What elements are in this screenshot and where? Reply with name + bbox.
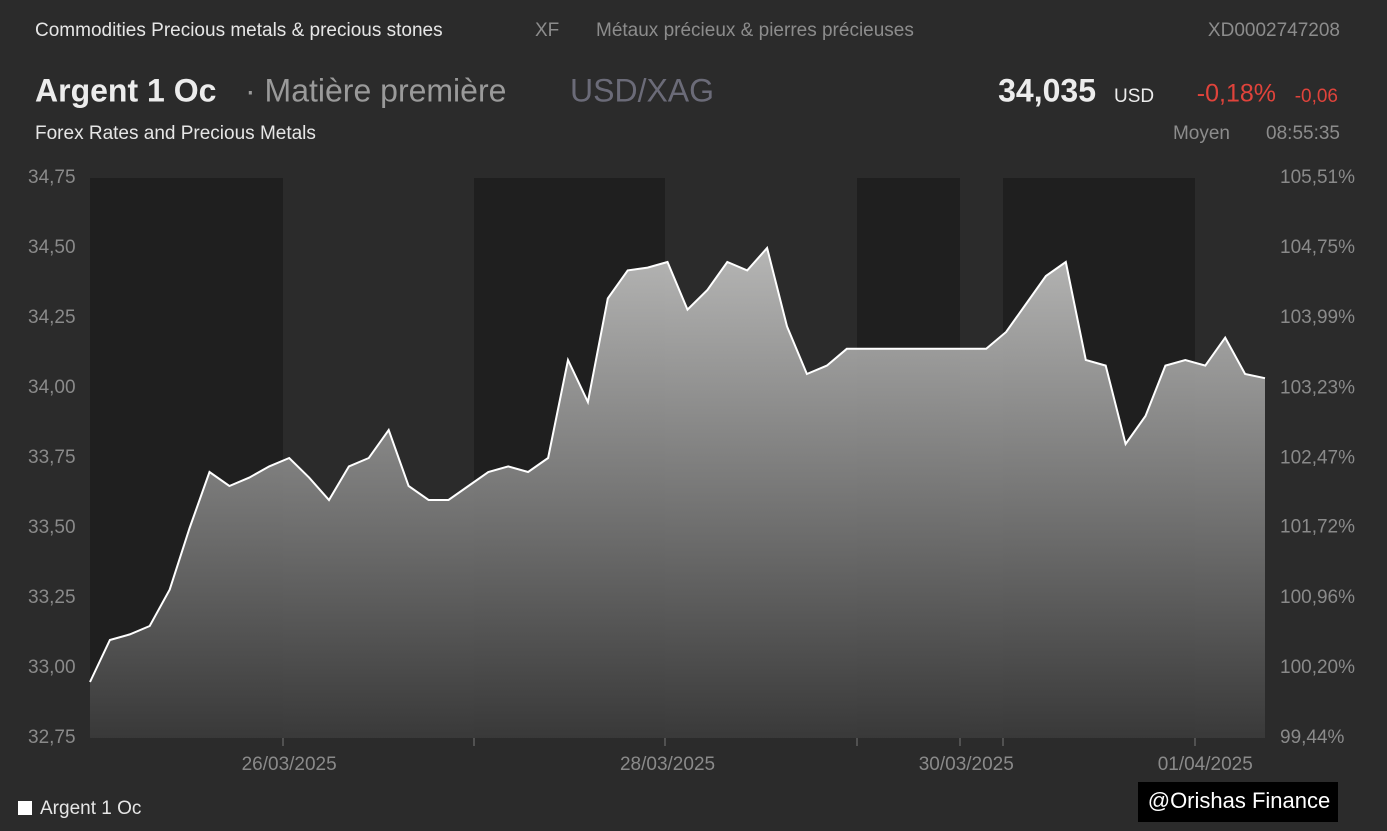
header-name: Métaux précieux & pierres précieuses <box>596 20 914 41</box>
currency: USD <box>1114 86 1154 107</box>
x-tick-label: 30/03/2025 <box>919 754 1014 775</box>
y-tick-label: 33,50 <box>28 517 76 538</box>
price-line <box>89 245 1266 683</box>
price-type: Moyen <box>1173 123 1230 144</box>
instrument-pair: USD/XAG <box>570 72 714 108</box>
y-tick-label: 34,25 <box>28 307 76 328</box>
y2-tick-label: 99,44% <box>1280 727 1345 748</box>
y-tick-label: 33,00 <box>28 657 76 678</box>
y2-tick-label: 103,23% <box>1280 377 1355 398</box>
y2-tick-label: 100,20% <box>1280 657 1355 678</box>
y2-tick-label: 104,75% <box>1280 237 1355 258</box>
x-tick-label: 26/03/2025 <box>242 754 337 775</box>
y-tick-label: 34,50 <box>28 237 76 258</box>
x-tick-label: 28/03/2025 <box>620 754 715 775</box>
y2-tick-label: 105,51% <box>1280 167 1355 188</box>
y2-tick-label: 100,96% <box>1280 587 1355 608</box>
instrument-name: Argent 1 Oc <box>35 72 216 108</box>
watermark: @Orishas Finance <box>1148 788 1331 813</box>
change-abs: -0,06 <box>1295 86 1338 107</box>
price: 34,035 <box>998 72 1096 108</box>
change-pct: -0,18% <box>1197 80 1276 108</box>
instrument-subtitle: Forex Rates and Precious Metals <box>35 123 316 144</box>
header-category: Commodities Precious metals & precious s… <box>35 20 443 41</box>
area-fill <box>90 248 1265 738</box>
x-tick-marks <box>282 738 1196 746</box>
y2-tick-label: 102,47% <box>1280 447 1355 468</box>
y-tick-label: 32,75 <box>28 727 76 748</box>
instrument-type: · Matière première <box>245 72 506 108</box>
watermark-box <box>1138 782 1338 822</box>
y2-tick-label: 101,72% <box>1280 517 1355 538</box>
time: 08:55:35 <box>1266 123 1340 144</box>
x-tick-label: 01/04/2025 <box>1158 754 1253 775</box>
y-tick-label: 34,00 <box>28 377 76 398</box>
y-tick-label: 34,75 <box>28 167 76 188</box>
y-tick-label: 33,25 <box>28 587 76 608</box>
legend-label: Argent 1 Oc <box>40 798 141 819</box>
header-code: XF <box>535 20 559 41</box>
header-isin: XD0002747208 <box>1208 20 1340 41</box>
legend-swatch <box>18 801 32 815</box>
y2-tick-label: 103,99% <box>1280 307 1355 328</box>
y-tick-label: 33,75 <box>28 447 76 468</box>
